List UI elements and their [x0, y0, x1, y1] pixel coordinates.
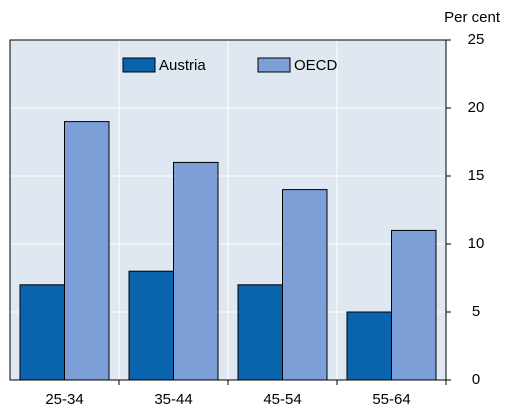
bar — [237, 284, 283, 381]
legend-swatch — [257, 57, 291, 73]
bar — [128, 270, 174, 381]
bar — [173, 161, 219, 381]
y-tick-label: 20 — [468, 99, 485, 116]
bar — [282, 189, 328, 381]
x-tick-label: 35-44 — [154, 391, 192, 408]
bar — [346, 311, 392, 381]
y-tick-label: 0 — [472, 371, 480, 388]
bar — [19, 284, 65, 381]
bar — [64, 121, 110, 381]
y-tick-label: 10 — [468, 235, 485, 252]
plot-border — [9, 39, 447, 381]
y-tick-label: 15 — [468, 167, 485, 184]
legend-label: OECD — [294, 57, 338, 74]
axis-label: Per cent — [444, 9, 501, 26]
x-tick-label: 25-34 — [45, 391, 83, 408]
x-tick-label: 55-64 — [372, 391, 410, 408]
y-tick-label: 25 — [468, 31, 485, 48]
legend-label: Austria — [159, 57, 206, 74]
bar — [391, 229, 437, 381]
x-tick-label: 45-54 — [263, 391, 301, 408]
y-tick-label: 5 — [472, 303, 480, 320]
legend-swatch — [122, 57, 156, 73]
